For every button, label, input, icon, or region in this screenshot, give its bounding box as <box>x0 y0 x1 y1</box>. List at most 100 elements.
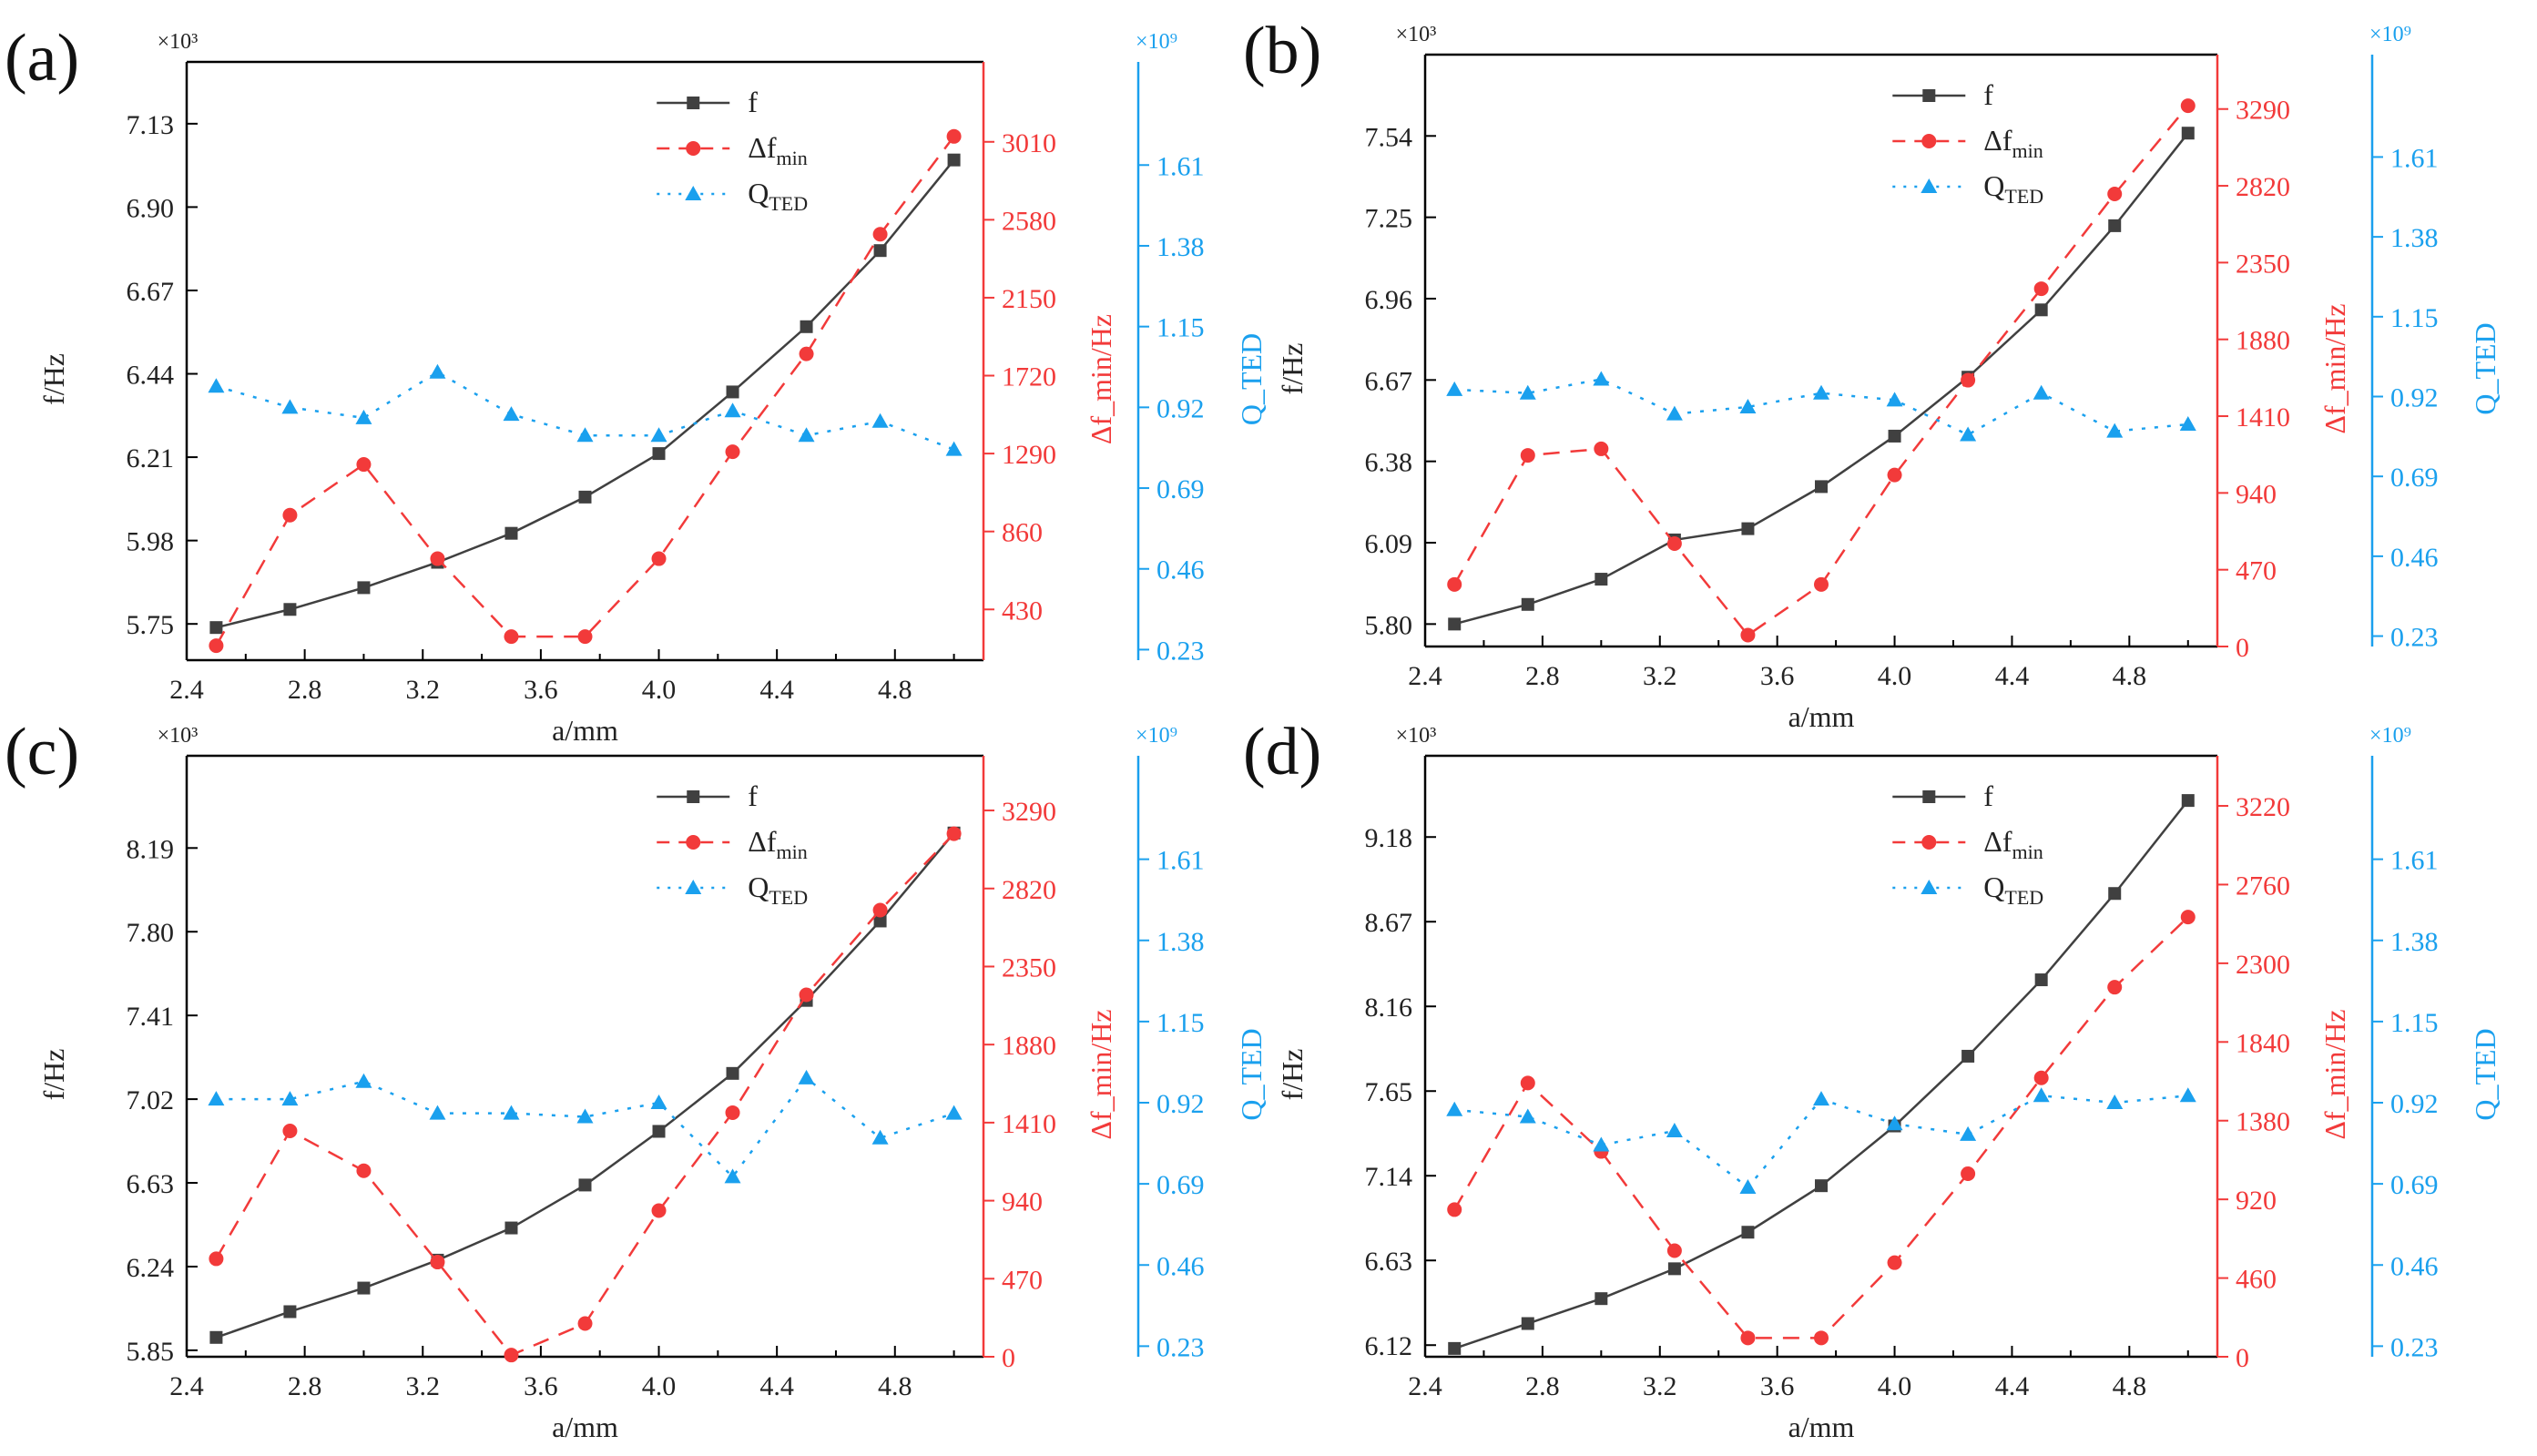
data-point-f <box>2181 794 2195 808</box>
data-point-f <box>652 447 666 461</box>
data-point-q <box>429 1105 446 1120</box>
data-point-q <box>281 1091 299 1106</box>
right-q-axis-label: Q_TED <box>1235 1028 1268 1120</box>
left-tick-label: 6.21 <box>127 443 175 473</box>
data-point-df <box>1961 372 1976 388</box>
left-tick-label: 6.44 <box>127 361 175 391</box>
data-point-f <box>873 914 887 928</box>
panel-label: (a) <box>5 21 79 96</box>
right-df-tick-label: 2300 <box>2236 950 2290 980</box>
right-q-axis-label: Q_TED <box>2469 1028 2501 1120</box>
data-point-q <box>1446 1101 1463 1116</box>
legend-df-sub: min <box>776 840 807 863</box>
x-tick-label: 2.8 <box>1525 1371 1560 1401</box>
left-tick-label: 6.67 <box>1365 366 1413 396</box>
right-q-tick-label: 1.15 <box>2390 303 2439 333</box>
right-df-tick-label: 1880 <box>2236 326 2290 356</box>
data-point-df <box>1447 1202 1462 1217</box>
legend: f Δfmin QTED <box>1892 78 2043 208</box>
legend: f Δfmin QTED <box>657 779 808 909</box>
right-df-tick-label: 470 <box>1002 1265 1043 1295</box>
left-tick-label: 7.13 <box>127 110 175 140</box>
data-point-q <box>2106 423 2124 438</box>
legend-q-sub: TED <box>2004 185 2043 208</box>
data-point-df <box>1520 448 1535 463</box>
data-point-q <box>1593 371 1610 386</box>
data-point-f <box>800 320 813 333</box>
right-q-tick-label: 1.15 <box>1156 313 1205 343</box>
right-q-exponent-label: ×10⁹ <box>1136 30 1177 54</box>
right-df-tick-label: 3290 <box>2236 96 2290 126</box>
legend-q-main: Q <box>1983 871 2004 903</box>
data-point-f <box>1595 1292 1608 1306</box>
x-tick-label: 2.8 <box>288 1371 322 1401</box>
data-point-df <box>946 128 962 144</box>
legend-df-marker <box>686 835 701 850</box>
data-point-f <box>1448 1341 1462 1355</box>
right-q-axis-label: Q_TED <box>1235 333 1268 425</box>
x-tick-label: 4.0 <box>1878 661 1912 691</box>
x-tick-label: 2.4 <box>1408 1371 1442 1401</box>
data-point-q <box>1519 1108 1536 1124</box>
data-point-f <box>283 1305 297 1319</box>
right-q-tick-label: 0.23 <box>1156 1332 1205 1362</box>
data-point-q <box>1813 384 1829 400</box>
right-df-tick-label: 1380 <box>2236 1107 2290 1137</box>
series-line-df <box>1453 916 2189 1339</box>
right-df-tick-label: 2820 <box>1002 875 1056 905</box>
left-tick-label: 7.02 <box>127 1085 175 1115</box>
data-point-f <box>1448 617 1462 631</box>
right-df-tick-label: 3290 <box>1002 797 1056 827</box>
data-point-df <box>504 629 519 645</box>
series-line-f <box>215 831 955 1339</box>
data-point-df <box>725 1105 740 1120</box>
left-axis-label: f/Hz <box>37 1049 70 1101</box>
left-exponent-label: ×10³ <box>1396 23 1437 46</box>
right-df-tick-label: 940 <box>2236 479 2277 509</box>
data-point-df <box>1666 1243 1682 1258</box>
data-point-df <box>2033 281 2049 297</box>
series-line-df <box>1453 105 2189 637</box>
panel-label: (b) <box>1243 14 1321 88</box>
legend-q-marker <box>685 186 702 200</box>
data-point-q <box>650 1095 667 1109</box>
left-tick-label: 5.75 <box>127 610 175 640</box>
legend-q-label: QTED <box>748 871 808 909</box>
left-tick-label: 7.25 <box>1365 204 1413 234</box>
chart-panel-4: (d) 2.4 2.8 3.2 3.6 4.0 4.4 4.8 a/mm 6.12 6.63 7.14… <box>1243 715 2501 1443</box>
right-df-tick-label: 940 <box>1002 1187 1043 1217</box>
data-point-q <box>1666 1123 1683 1137</box>
data-point-df <box>799 346 814 361</box>
data-point-df <box>1740 1330 1756 1346</box>
right-q-tick-label: 1.15 <box>1156 1008 1205 1038</box>
left-exponent-label: ×10³ <box>158 30 199 54</box>
right-df-tick-label: 2350 <box>2236 249 2290 279</box>
x-tick-label: 4.8 <box>878 675 912 705</box>
data-point-q <box>1886 392 1903 407</box>
legend-q-marker <box>1921 880 1938 894</box>
data-point-f <box>1667 1262 1681 1276</box>
data-point-df <box>282 507 298 523</box>
data-point-df <box>1520 1075 1535 1091</box>
data-point-q <box>945 441 963 456</box>
data-point-df <box>725 444 740 460</box>
right-q-tick-label: 0.69 <box>1156 1170 1205 1200</box>
x-tick-label: 4.4 <box>759 675 794 705</box>
legend-q-label: QTED <box>1983 169 2043 208</box>
legend-f-marker <box>1922 790 1936 803</box>
data-point-q <box>1960 1125 1977 1141</box>
right-df-tick-label: 0 <box>1002 1343 1015 1373</box>
legend-df-sub: min <box>776 147 807 169</box>
right-q-axis-label: Q_TED <box>2469 322 2501 414</box>
legend-q-sub: TED <box>769 886 808 909</box>
data-point-f <box>283 603 297 616</box>
data-point-df <box>1814 576 1829 592</box>
legend-q-label: QTED <box>748 177 808 215</box>
data-point-q <box>355 409 372 424</box>
legend-df-label: Δfmin <box>1983 124 2043 162</box>
right-df-tick-label: 1880 <box>1002 1031 1056 1061</box>
data-point-f <box>726 1066 739 1080</box>
right-df-tick-label: 2350 <box>1002 952 1056 983</box>
x-tick-label: 4.8 <box>878 1371 912 1401</box>
series-line-f <box>1453 132 2189 626</box>
